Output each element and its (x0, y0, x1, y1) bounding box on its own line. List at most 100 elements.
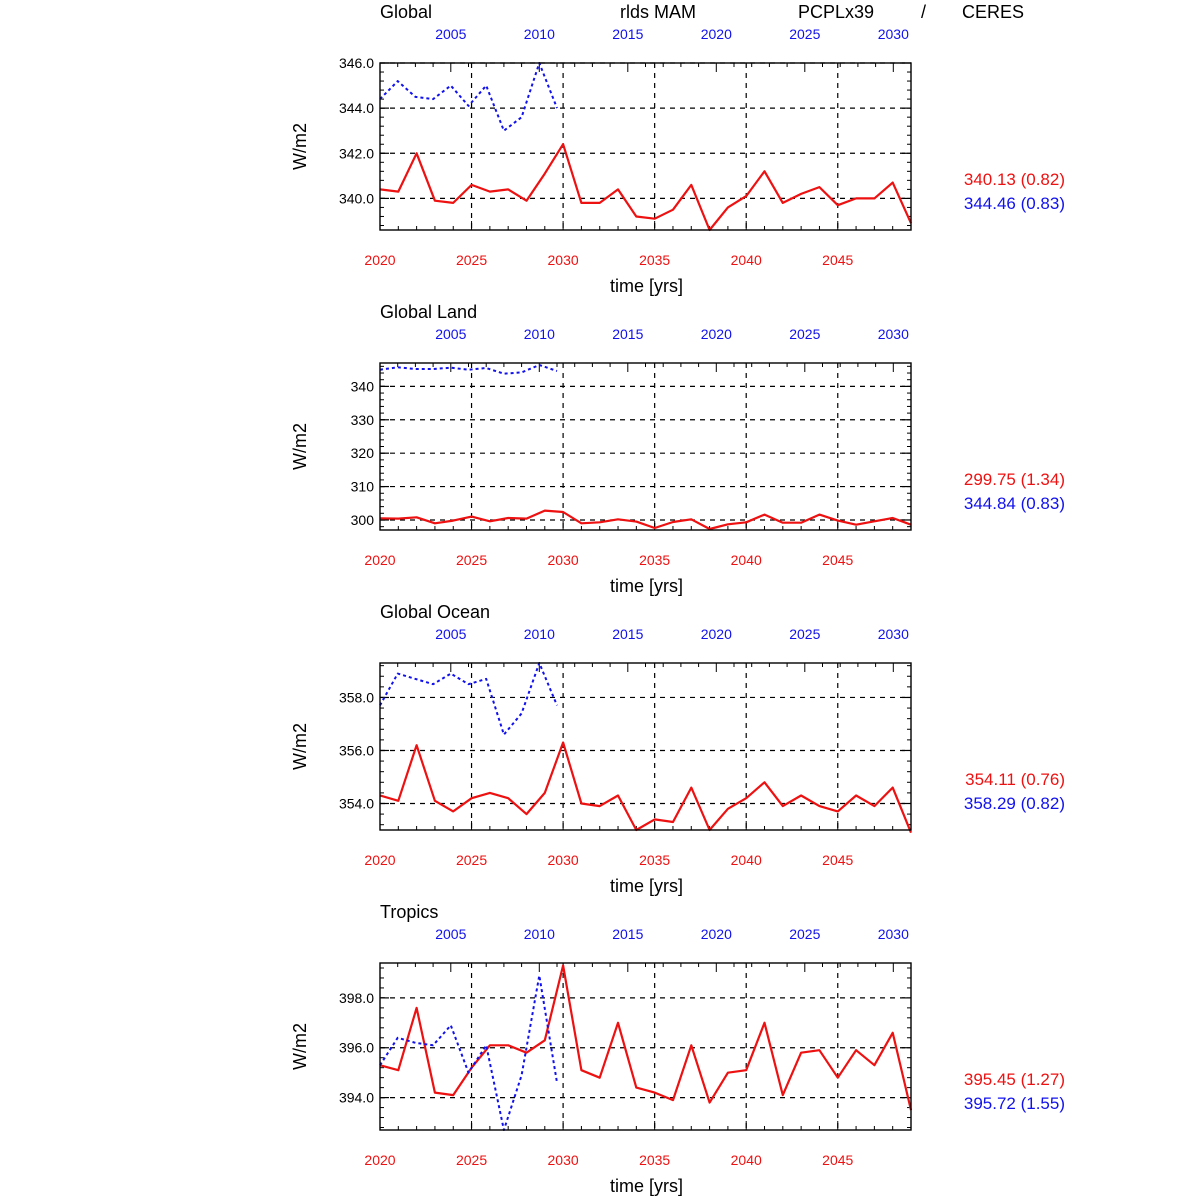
x-tick-label-top: 2030 (878, 626, 909, 642)
x-tick-label-top: 2030 (878, 26, 909, 42)
y-tick-label: 310 (351, 479, 375, 495)
x-tick-label-bottom: 2020 (364, 852, 395, 868)
x-tick-label-top: 2010 (524, 26, 555, 42)
x-tick-label-bottom: 2020 (364, 1152, 395, 1168)
x-tick-label-top: 2010 (524, 626, 555, 642)
x-tick-label-bottom: 2030 (548, 252, 579, 268)
x-axis-label: time [yrs] (610, 1176, 683, 1196)
x-tick-label-top: 2005 (435, 26, 466, 42)
x-tick-label-top: 2025 (789, 926, 820, 942)
x-tick-label-bottom: 2040 (731, 552, 762, 568)
x-axis-label: time [yrs] (610, 876, 683, 896)
title-separator: / (921, 2, 926, 22)
stat-obs: 344.46 (0.83) (964, 194, 1065, 213)
x-tick-label-bottom: 2035 (639, 552, 670, 568)
panel-2: Global Ocean 354.0 356.0 358.0 2020 2025 2030 2… (290, 602, 1065, 896)
panel-title: Global Land (380, 302, 477, 322)
panel-title: Global Ocean (380, 602, 490, 622)
x-tick-label-bottom: 2045 (822, 852, 853, 868)
x-tick-label-top: 2005 (435, 926, 466, 942)
x-tick-label-bottom: 2020 (364, 252, 395, 268)
x-axis-label: time [yrs] (610, 576, 683, 596)
x-tick-label-bottom: 2030 (548, 1152, 579, 1168)
x-tick-label-bottom: 2045 (822, 252, 853, 268)
panel-3: Tropics 394.0 396.0 398.0 2020 2025 2030 2035 20… (290, 902, 1065, 1196)
y-tick-label: 346.0 (339, 55, 374, 71)
x-tick-label-bottom: 2040 (731, 1152, 762, 1168)
plot-frame (379, 662, 912, 831)
y-axis-label: W/m2 (290, 123, 310, 170)
plot-frame (379, 362, 912, 531)
panel-title-global: Global (380, 2, 432, 22)
panel-1: Global Land 300 310 320 330 340 2020 2025 2030 20… (290, 302, 1065, 596)
model-name: PCPLx39 (798, 2, 874, 22)
x-tick-label-bottom: 2025 (456, 552, 487, 568)
series-line-model (379, 509, 912, 531)
series-line-model (379, 143, 913, 232)
x-tick-label-top: 2015 (612, 626, 643, 642)
x-tick-label-bottom: 2030 (548, 852, 579, 868)
y-axis-label: W/m2 (290, 723, 310, 770)
x-tick-label-bottom: 2035 (639, 852, 670, 868)
x-tick-label-top: 2005 (435, 326, 466, 342)
y-tick-label: 300 (351, 512, 375, 528)
x-tick-label-top: 2030 (878, 326, 909, 342)
stat-model: 354.11 (0.76) (965, 770, 1065, 789)
x-tick-label-bottom: 2025 (456, 252, 487, 268)
x-tick-label-top: 2015 (612, 26, 643, 42)
variable-title: rlds MAM (620, 2, 696, 22)
y-axis-label: W/m2 (290, 423, 310, 470)
series-line-obs (379, 662, 558, 736)
panel-0: 340.0 342.0 344.0 346.0 2020 2025 2030 2035 2040… (290, 26, 1065, 296)
x-tick-label-top: 2005 (435, 626, 466, 642)
stat-model: 340.13 (0.82) (964, 170, 1065, 189)
x-tick-label-bottom: 2025 (456, 852, 487, 868)
y-tick-label: 394.0 (339, 1090, 374, 1106)
y-tick-label: 320 (351, 445, 375, 461)
y-axis-label: W/m2 (290, 1023, 310, 1070)
panel-title: Tropics (380, 902, 438, 922)
x-tick-label-bottom: 2045 (822, 1152, 853, 1168)
obs-name: CERES (962, 2, 1024, 22)
x-tick-label-top: 2020 (701, 626, 732, 642)
x-axis-label: time [yrs] (610, 276, 683, 296)
y-tick-label: 358.0 (339, 689, 374, 705)
y-tick-label: 330 (351, 412, 375, 428)
x-tick-label-top: 2010 (524, 926, 555, 942)
series-line-obs (379, 974, 558, 1131)
x-tick-label-top: 2015 (612, 926, 643, 942)
y-tick-label: 340.0 (339, 190, 374, 206)
y-tick-label: 344.0 (339, 100, 374, 116)
y-tick-label: 340 (351, 378, 375, 394)
plot-frame (379, 62, 912, 231)
series-line-model (379, 964, 913, 1111)
x-tick-label-top: 2015 (612, 326, 643, 342)
x-tick-label-top: 2025 (789, 26, 820, 42)
x-tick-label-bottom: 2025 (456, 1152, 487, 1168)
y-tick-label: 396.0 (339, 1040, 374, 1056)
y-tick-label: 354.0 (339, 795, 374, 811)
x-tick-label-bottom: 2040 (731, 252, 762, 268)
stat-obs: 395.72 (1.55) (964, 1094, 1065, 1113)
y-tick-label: 356.0 (339, 742, 374, 758)
stat-obs: 344.84 (0.83) (964, 494, 1065, 513)
x-tick-label-top: 2030 (878, 926, 909, 942)
x-tick-label-bottom: 2035 (639, 252, 670, 268)
plot-frame (379, 962, 912, 1131)
x-tick-label-top: 2020 (701, 926, 732, 942)
stat-model: 395.45 (1.27) (964, 1070, 1065, 1089)
x-tick-label-top: 2025 (789, 626, 820, 642)
x-tick-label-bottom: 2035 (639, 1152, 670, 1168)
series-line-obs (379, 62, 558, 132)
x-tick-label-bottom: 2040 (731, 852, 762, 868)
series-line-model (379, 741, 913, 834)
x-tick-label-top: 2025 (789, 326, 820, 342)
x-tick-label-bottom: 2030 (548, 552, 579, 568)
y-tick-label: 342.0 (339, 145, 374, 161)
x-tick-label-top: 2020 (701, 26, 732, 42)
x-tick-label-bottom: 2045 (822, 552, 853, 568)
x-tick-label-top: 2020 (701, 326, 732, 342)
x-tick-label-bottom: 2020 (364, 552, 395, 568)
y-tick-label: 398.0 (339, 990, 374, 1006)
